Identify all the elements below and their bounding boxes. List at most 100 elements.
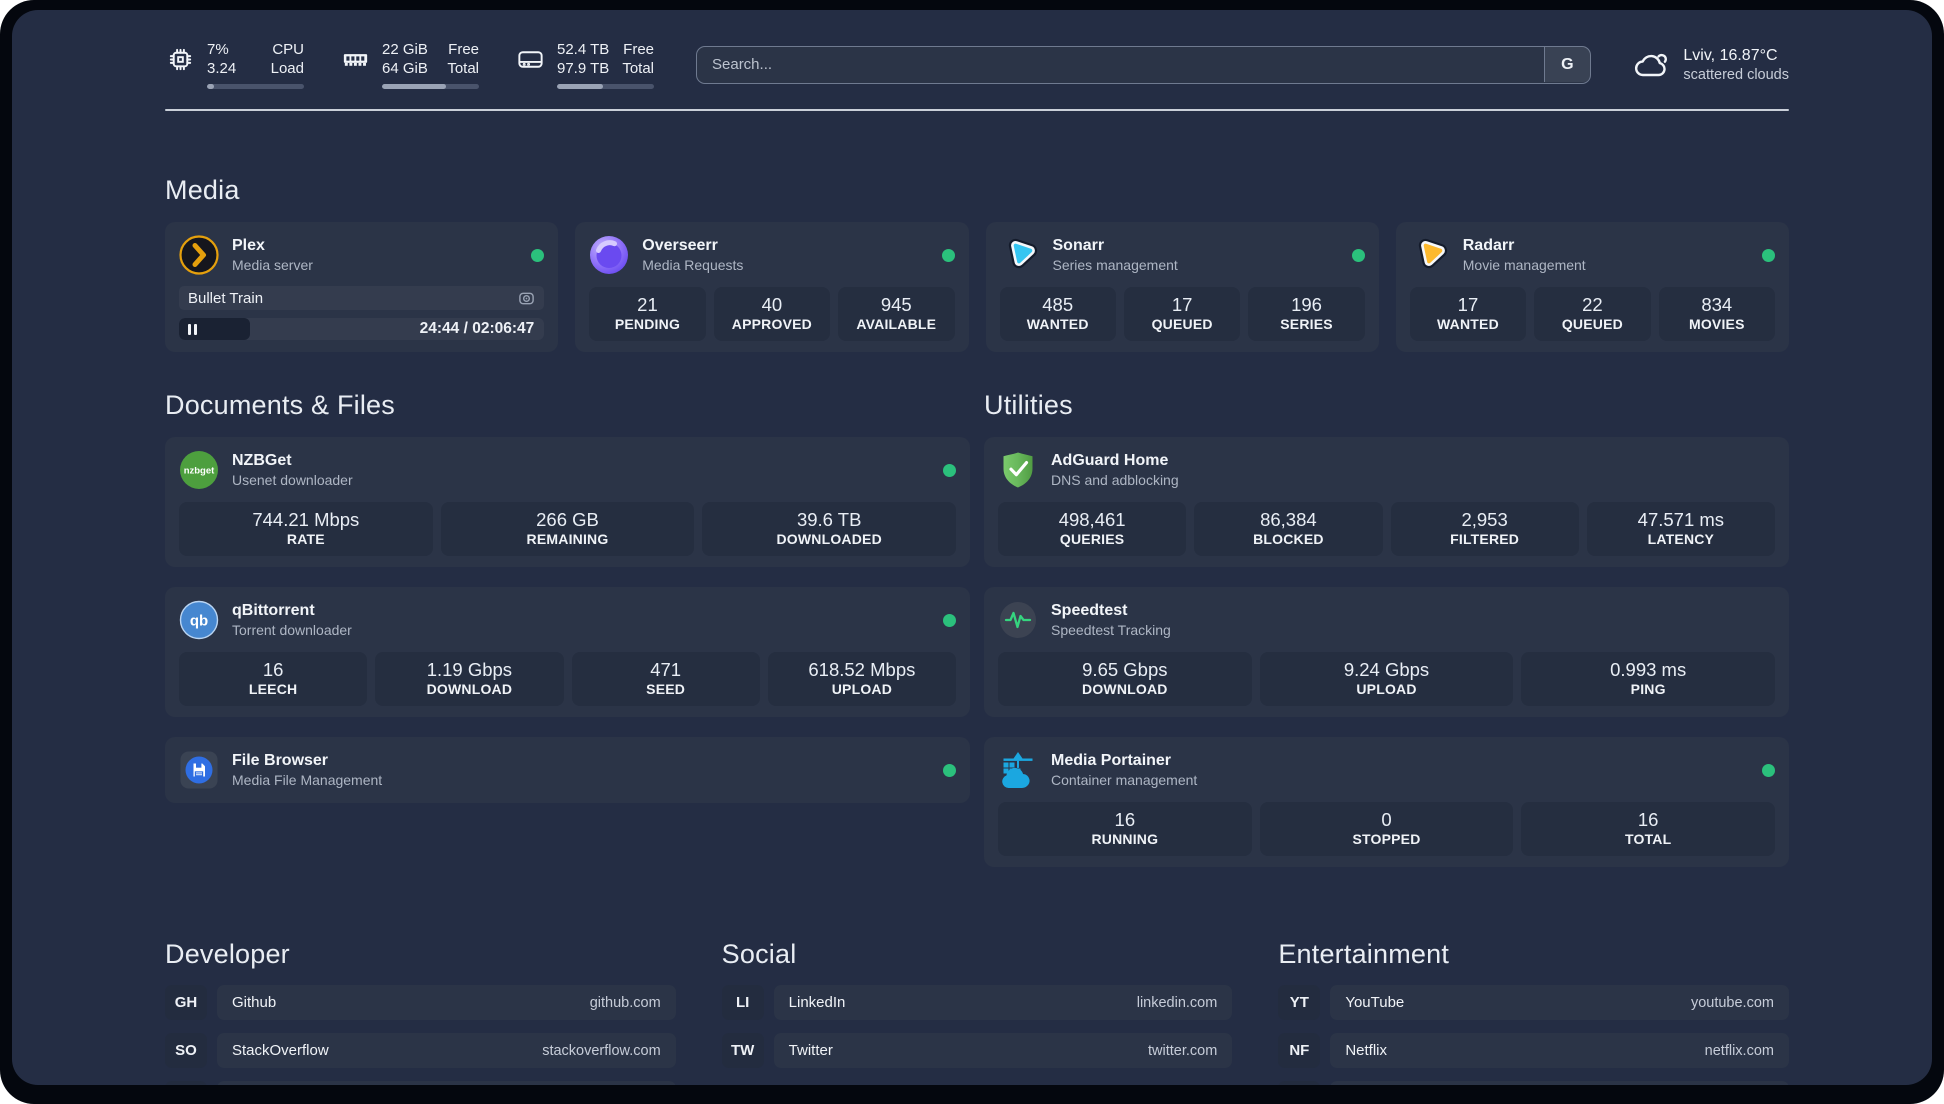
stat-value: 471 (650, 659, 682, 680)
link-abbr: YT (1278, 985, 1321, 1020)
app-titles: Sonarr Series management (1053, 236, 1178, 274)
speedtest-icon (998, 600, 1038, 640)
app-card-speedtest[interactable]: Speedtest Speedtest Tracking 9.65 Gbps D… (984, 587, 1789, 717)
link-url: twitter.com (1148, 1042, 1218, 1059)
stat-label: RUNNING (1091, 831, 1159, 847)
stat-value: 16 (1637, 809, 1659, 830)
social-column: Social LI LinkedIn linkedin.com TW Twitt… (721, 939, 1233, 1085)
app-subtitle: Usenet downloader (232, 472, 353, 488)
header-divider (165, 109, 1789, 111)
link-name: LinkedIn (788, 994, 846, 1011)
stat-label: Free (623, 41, 654, 58)
stat-value: 86,384 (1260, 509, 1317, 530)
app-subtitle: Media File Management (232, 772, 383, 788)
section-title-entertainment: Entertainment (1278, 939, 1450, 969)
stat-value: 2,953 (1461, 509, 1508, 530)
top-bar: 7% 3.24 CPU Load (165, 40, 1789, 89)
app-card-portainer[interactable]: Media Portainer Container management 16 … (984, 737, 1789, 867)
radarr-icon (1410, 235, 1450, 275)
stat-box: 834 MOVIES (1658, 287, 1776, 341)
stat-value: 498,461 (1058, 509, 1126, 530)
stat-box: 266 GB REMAINING (440, 502, 695, 556)
app-titles: Speedtest Speedtest Tracking (1051, 601, 1171, 639)
stat-box: 744.21 Mbps RATE (179, 502, 433, 556)
stat-label: BLOCKED (1253, 531, 1324, 547)
stat-value: 0.993 ms (1610, 659, 1687, 680)
app-card-radarr[interactable]: Radarr Movie management 17 WANTED 22 QUE… (1395, 222, 1789, 352)
app-header: Sonarr Series management (1000, 233, 1365, 277)
overseerr-icon (589, 235, 629, 275)
now-playing-title: Bullet Train (188, 289, 264, 307)
portainer-icon (998, 750, 1038, 790)
link-stackoverflow[interactable]: SO StackOverflow stackoverflow.com (165, 1033, 676, 1068)
link-linkedin[interactable]: LI LinkedIn linkedin.com (721, 985, 1233, 1020)
app-card-plex[interactable]: Plex Media server Bullet Train 24 (165, 222, 559, 352)
app-name: NZBGet (232, 452, 292, 469)
camera-icon (518, 290, 535, 307)
link-twitter[interactable]: TW Twitter twitter.com (721, 1033, 1233, 1068)
cpu-icon (165, 44, 196, 75)
app-name: Radarr (1462, 237, 1515, 254)
stat-label: REMAINING (526, 531, 609, 547)
stat-label: QUEUED (1561, 316, 1623, 332)
memory-progress-track (382, 84, 479, 89)
memory-progress-fill (382, 84, 447, 89)
link-dev[interactable]: DT DEV dev.to (165, 1081, 676, 1085)
link-youtube[interactable]: YT YouTube youtube.com (1278, 985, 1789, 1020)
app-name: File Browser (232, 752, 329, 769)
sonarr-icon (1000, 235, 1040, 275)
playback-time: 24:44 / 02:06:47 (419, 320, 535, 337)
app-card-filebrowser[interactable]: File Browser Media File Management (165, 737, 970, 803)
link-abbr: LI (721, 985, 764, 1020)
stat-box: 22 QUEUED (1534, 287, 1651, 341)
app-titles: Plex Media server (232, 236, 313, 274)
stat-row: 9.65 Gbps DOWNLOAD 9.24 Gbps UPLOAD 0.99… (998, 652, 1776, 706)
playback-progress-track[interactable]: 24:44 / 02:06:47 (179, 318, 545, 340)
stat-value: 485 (1042, 294, 1074, 315)
app-subtitle: Series management (1052, 257, 1178, 273)
app-card-nzbget[interactable]: nzbget NZBGet Usenet downloader 744.21 M… (165, 437, 970, 567)
stat-label: WANTED (1026, 316, 1089, 332)
link-url: linkedin.com (1136, 994, 1218, 1011)
qbittorrent-icon: qb (179, 600, 219, 640)
status-dot (941, 248, 955, 262)
app-card-overseerr[interactable]: Overseerr Media Requests 21 PENDING 40 A… (575, 222, 969, 352)
stat-value: 40 (761, 294, 783, 315)
stat-label: Load (270, 60, 304, 77)
stat-label: FILTERED (1450, 531, 1520, 547)
app-subtitle: Container management (1051, 772, 1198, 788)
app-card-sonarr[interactable]: Sonarr Series management 485 WANTED 17 Q… (985, 222, 1379, 352)
app-subtitle: Media server (232, 257, 313, 273)
status-dot (531, 248, 545, 262)
link-netflix[interactable]: NF Netflix netflix.com (1278, 1033, 1789, 1068)
link-abbr: NF (1278, 1033, 1321, 1068)
link-github[interactable]: GH Github github.com (165, 985, 676, 1020)
stat-label: UPLOAD (1356, 681, 1417, 697)
system-stat-cpu: 7% 3.24 CPU Load (165, 40, 304, 89)
app-card-adguard[interactable]: AdGuard Home DNS and adblocking 498,461 … (984, 437, 1789, 567)
app-name: Speedtest (1051, 602, 1128, 619)
search-input[interactable] (696, 45, 1592, 84)
stat-label: QUEUED (1151, 316, 1213, 332)
media-cards: Plex Media server Bullet Train 24 (165, 222, 1789, 352)
stat-label: Total (622, 60, 654, 77)
link-main: Twitter twitter.com (773, 1033, 1233, 1068)
app-card-qbittorrent[interactable]: qb qBittorrent Torrent downloader 16 LEE… (165, 587, 970, 717)
plex-icon (179, 235, 219, 275)
link-abbr: RE (1278, 1081, 1321, 1085)
stat-value: 0 (1381, 809, 1392, 830)
pause-icon[interactable] (188, 323, 197, 335)
link-main: DEV dev.to (217, 1081, 676, 1085)
stat-label: DOWNLOADED (776, 531, 882, 547)
search-engine-button[interactable]: G (1543, 47, 1590, 82)
link-main: Reddit reddit.com (1330, 1081, 1789, 1085)
link-reddit[interactable]: RE Reddit reddit.com (1278, 1081, 1789, 1085)
stat-box: 86,384 BLOCKED (1194, 502, 1383, 556)
stat-row: 16 LEECH 1.19 Gbps DOWNLOAD 471 SEED 618… (179, 652, 956, 706)
stat-label: RATE (286, 531, 325, 547)
link-main: LinkedIn linkedin.com (773, 985, 1233, 1020)
stat-box: 1.19 Gbps DOWNLOAD (375, 652, 564, 706)
status-dot (1351, 248, 1365, 262)
svg-text:qb: qb (190, 613, 208, 630)
dashboard-panel: 7% 3.24 CPU Load (12, 10, 1932, 1085)
